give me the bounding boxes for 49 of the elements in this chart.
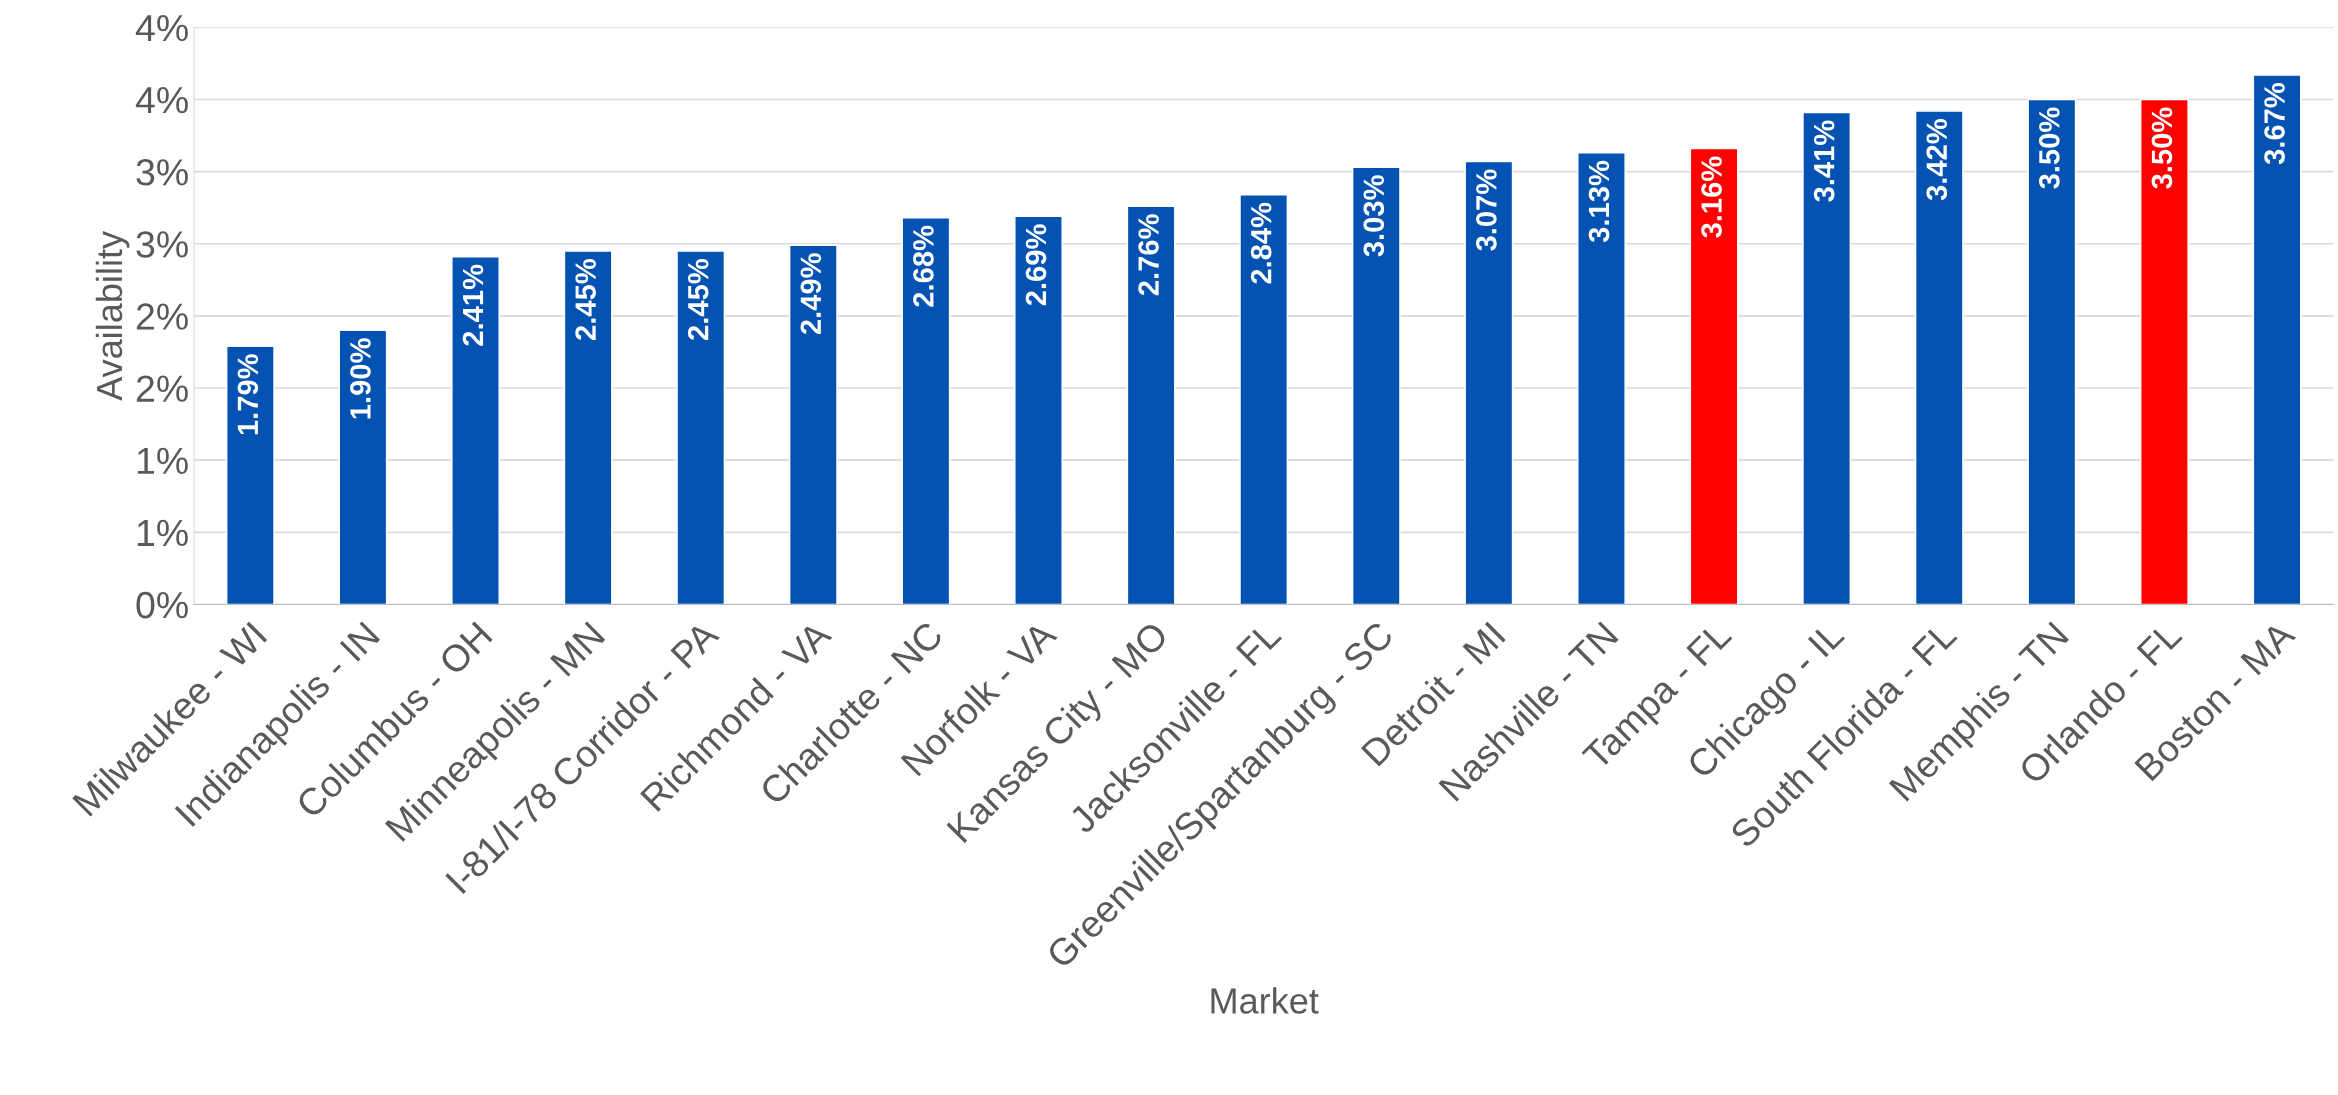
data-label: 2.69% — [1025, 224, 1047, 306]
bar — [1239, 194, 1289, 605]
bar — [1577, 152, 1626, 605]
y-tick-label: 2% — [136, 375, 188, 402]
bar — [2027, 98, 2077, 605]
data-label: 3.50% — [2151, 107, 2173, 189]
data-label: 2.76% — [1138, 214, 1159, 296]
bar — [2252, 74, 2302, 605]
bar — [901, 217, 951, 605]
bar — [563, 250, 613, 605]
data-label: 2.41% — [462, 264, 484, 346]
data-label: 3.13% — [1588, 160, 1610, 243]
bar — [1014, 215, 1063, 605]
y-tick-label: 1% — [137, 447, 188, 474]
data-label: 2.84% — [1250, 202, 1272, 284]
y-tick-label: 1% — [137, 519, 188, 547]
y-tick-label: 0% — [136, 591, 188, 619]
data-label: 3.67% — [2264, 82, 2285, 165]
bar — [338, 329, 388, 605]
bar — [226, 345, 275, 605]
data-label: 3.42% — [1926, 119, 1948, 201]
bar — [1802, 111, 1851, 605]
data-label: 1.79% — [237, 354, 259, 435]
bar — [676, 250, 726, 605]
bar — [1126, 205, 1176, 605]
y-tick-label: 4% — [135, 14, 188, 42]
bar — [1464, 160, 1514, 605]
data-label: 3.03% — [1363, 175, 1385, 257]
bar — [1914, 110, 1964, 605]
bar — [451, 256, 500, 605]
bar — [788, 244, 838, 605]
bar — [1351, 166, 1401, 605]
data-label: 3.07% — [1476, 169, 1497, 251]
bar — [2140, 98, 2189, 605]
y-tick-label: 3% — [136, 231, 188, 258]
x-axis-title: Market — [1211, 987, 1319, 1014]
data-label: 2.45% — [575, 258, 596, 340]
bar — [1689, 147, 1739, 605]
y-tick-label: 2% — [136, 303, 188, 330]
data-label: 1.90% — [350, 338, 371, 419]
data-label: 2.68% — [913, 225, 934, 307]
data-label: 3.16% — [1701, 156, 1722, 238]
data-label: 2.45% — [687, 258, 709, 340]
data-label: 2.49% — [800, 253, 822, 335]
data-label: 3.50% — [2039, 107, 2060, 189]
y-tick-label: 4% — [135, 87, 188, 114]
y-tick-label: 3% — [136, 159, 188, 186]
y-axis-title: Availability — [95, 230, 130, 401]
data-label: 3.41% — [1813, 120, 1835, 202]
